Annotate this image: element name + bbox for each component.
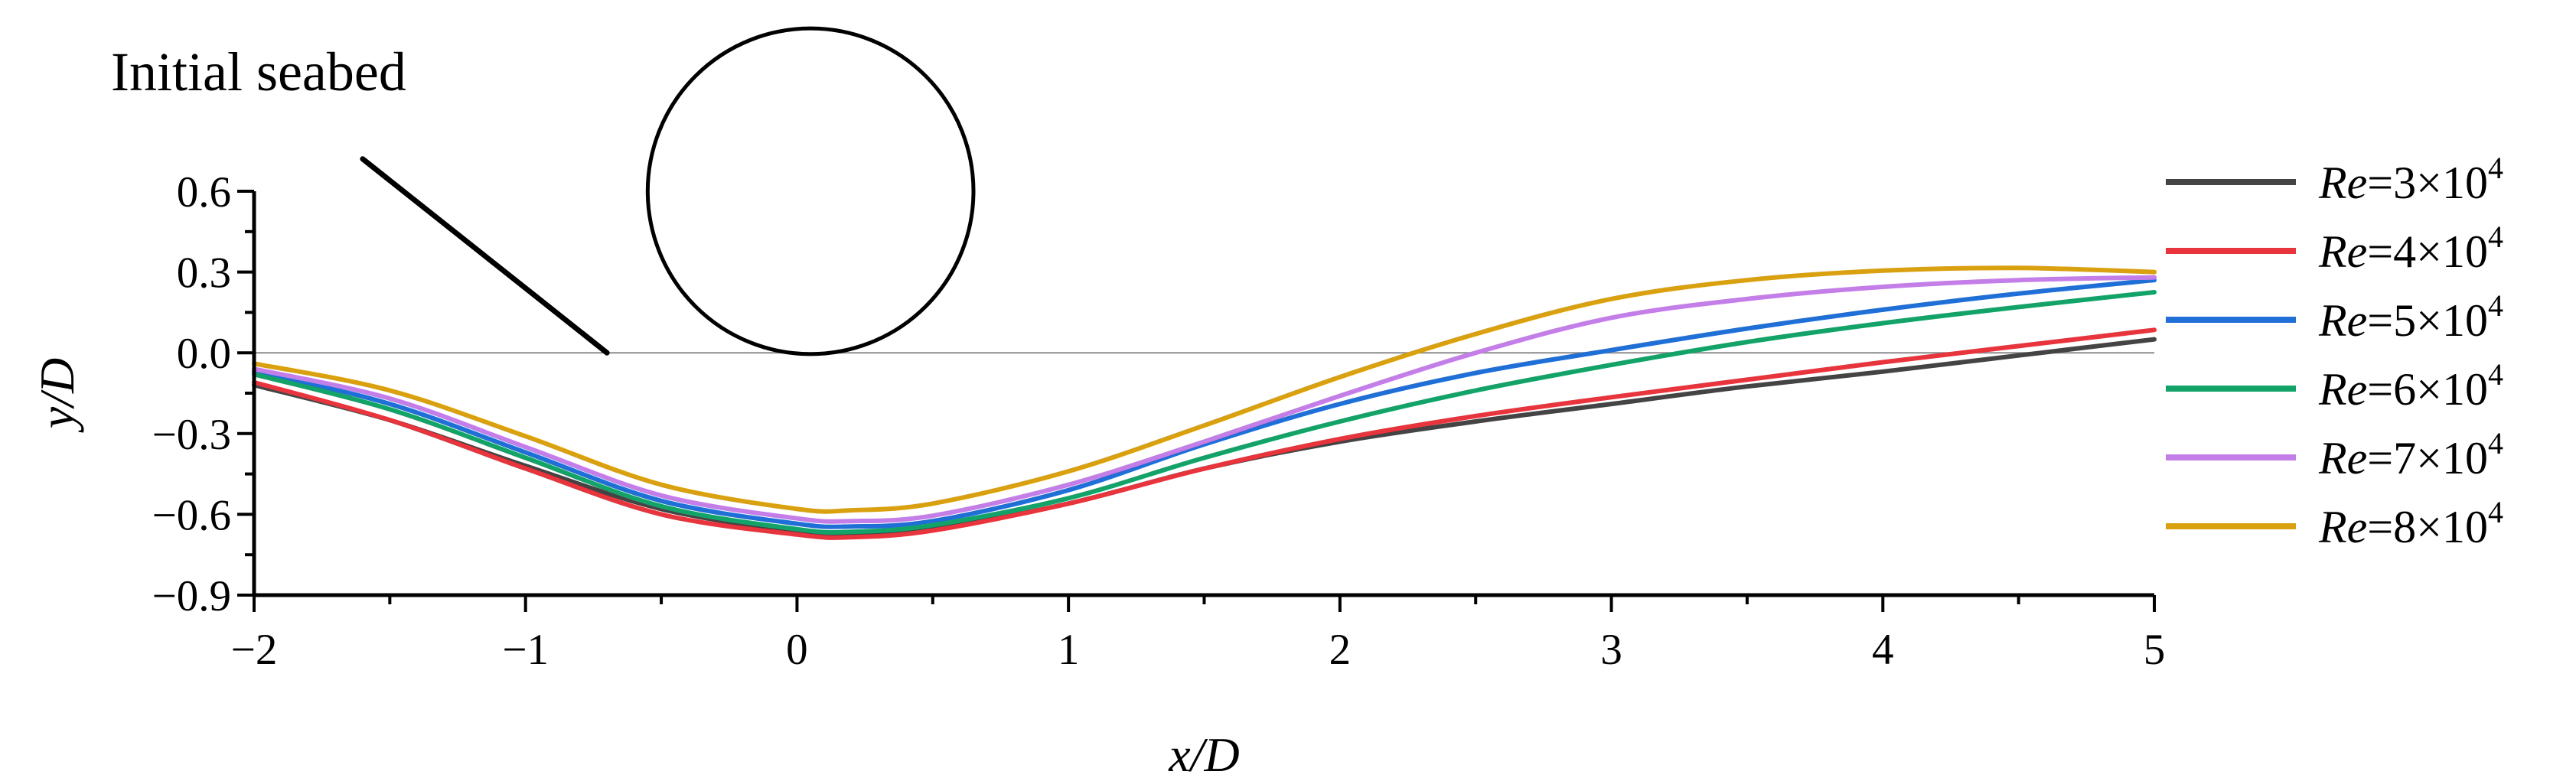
x-tick-label: 0 [786,626,808,674]
series-line-3 [252,278,2157,529]
x-tick-label: 3 [1600,626,1622,674]
y-tick-label: −0.3 [152,411,231,459]
x-tick-label: 1 [1058,626,1080,674]
series-line-4 [252,290,2157,535]
series-line-6 [252,265,2157,514]
x-tick-label: 2 [1329,626,1352,674]
x-axis-title: x/D [1168,727,1239,781]
legend: Re=3×104 Re=4×104 Re=5×104 Re=6×104 Re=7×104… [2166,151,2503,552]
y-axis-title: y/D [30,358,84,433]
legend-label-6: Re=8×104 [2318,495,2503,552]
series-line-2 [252,327,2157,540]
x-tick-label: 4 [1872,626,1894,674]
series-line-5 [252,275,2157,524]
legend-label-5: Re=7×104 [2318,426,2503,483]
x-tick-label: 5 [2144,626,2166,674]
pipe-circle [645,26,976,356]
x-tick-label: −1 [502,626,549,674]
y-tick-label: −0.9 [152,572,231,620]
annotation-text: Initial seabed [111,41,406,103]
legend-label-1: Re=3×104 [2318,151,2503,208]
legend-label-2: Re=4×104 [2318,220,2503,277]
x-tick-label: −2 [231,626,278,674]
y-tick-label: −0.6 [152,491,231,539]
y-tick-label: 0.0 [177,330,231,378]
annotation-layer: Initial seabed [111,26,976,356]
legend-label-3: Re=5×104 [2318,288,2503,346]
legend-label-4: Re=6×104 [2318,357,2503,415]
axis-layer: −0.9 −0.6 −0.3 0.0 0.3 0.6 −2 −1 0 1 2 3 4 5 x/D y/D [30,168,2165,781]
y-tick-label: 0.3 [177,249,231,298]
y-tick-label: 0.6 [177,168,231,216]
annotation-pointer [360,156,610,356]
series-layer [252,265,2157,540]
